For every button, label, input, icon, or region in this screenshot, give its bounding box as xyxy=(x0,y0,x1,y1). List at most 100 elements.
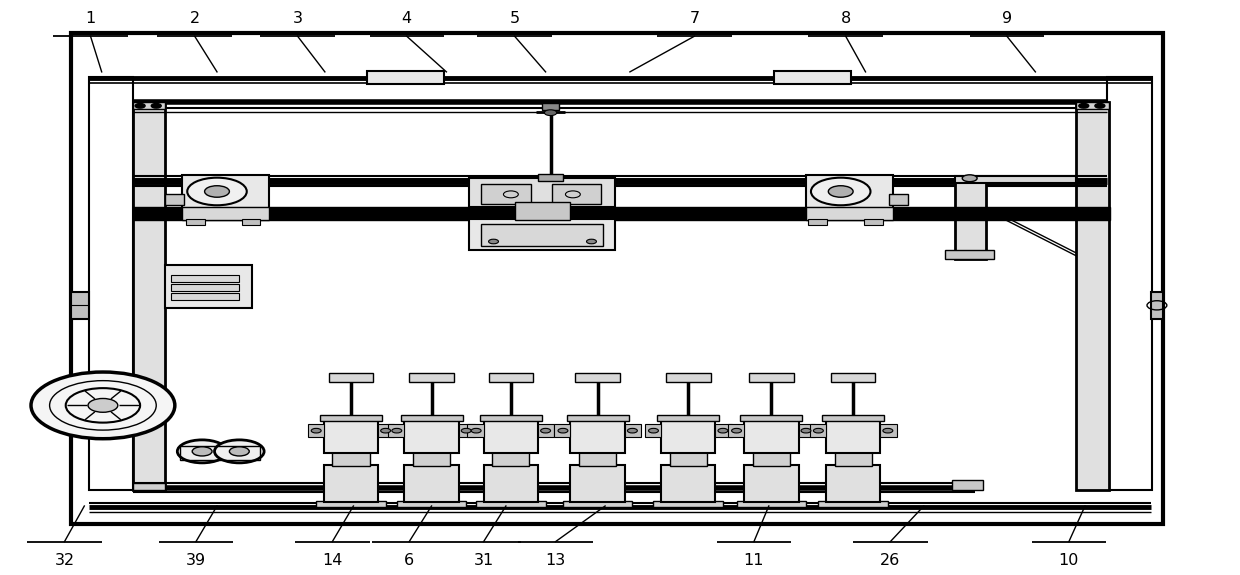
Bar xyxy=(484,418,538,453)
Circle shape xyxy=(192,447,212,456)
Bar xyxy=(826,418,880,453)
Bar xyxy=(538,424,554,437)
Bar xyxy=(661,418,715,453)
Circle shape xyxy=(544,110,557,116)
Bar xyxy=(552,184,601,204)
Bar xyxy=(818,501,888,507)
Bar xyxy=(71,33,1163,524)
Bar xyxy=(889,194,908,205)
Bar xyxy=(1107,77,1152,490)
Text: 26: 26 xyxy=(880,553,900,568)
Bar xyxy=(489,373,533,382)
Bar xyxy=(476,501,546,507)
Bar xyxy=(133,102,165,109)
Bar xyxy=(481,184,531,204)
Bar xyxy=(880,424,897,437)
Bar xyxy=(806,175,893,208)
Circle shape xyxy=(649,428,658,433)
Circle shape xyxy=(151,104,161,108)
Bar xyxy=(378,424,394,437)
Bar xyxy=(186,218,205,225)
Circle shape xyxy=(718,428,728,433)
Bar xyxy=(579,451,616,466)
Bar xyxy=(753,451,790,466)
Bar xyxy=(459,424,475,437)
Text: 10: 10 xyxy=(1059,553,1079,568)
Bar xyxy=(799,424,815,437)
Circle shape xyxy=(392,428,402,433)
Bar xyxy=(515,202,570,220)
Bar xyxy=(945,250,994,259)
Bar xyxy=(657,415,719,421)
Bar xyxy=(826,465,880,502)
Circle shape xyxy=(811,178,870,205)
Text: 4: 4 xyxy=(402,11,412,26)
Circle shape xyxy=(471,428,481,433)
Circle shape xyxy=(828,186,853,197)
Text: 6: 6 xyxy=(404,553,414,568)
Text: 8: 8 xyxy=(841,11,851,26)
Bar xyxy=(554,424,570,437)
Bar xyxy=(1151,292,1163,319)
Bar xyxy=(388,424,404,437)
Bar xyxy=(806,207,893,220)
Bar xyxy=(774,71,851,84)
Bar xyxy=(822,415,884,421)
Circle shape xyxy=(88,398,118,412)
Circle shape xyxy=(558,428,568,433)
Circle shape xyxy=(135,104,145,108)
Bar xyxy=(567,415,629,421)
Circle shape xyxy=(177,440,227,463)
Circle shape xyxy=(1079,104,1089,108)
Bar xyxy=(467,424,484,437)
Bar xyxy=(469,178,615,207)
Bar xyxy=(469,218,615,250)
Bar xyxy=(563,501,632,507)
Text: 39: 39 xyxy=(186,553,206,568)
Bar xyxy=(625,424,641,437)
Bar xyxy=(480,415,542,421)
Circle shape xyxy=(187,178,247,205)
Circle shape xyxy=(229,447,249,456)
Bar xyxy=(955,178,986,259)
Bar xyxy=(404,465,459,502)
Bar xyxy=(744,418,799,453)
Bar xyxy=(329,373,373,382)
Bar xyxy=(740,415,802,421)
Bar xyxy=(808,218,827,225)
Text: 2: 2 xyxy=(190,11,200,26)
Bar xyxy=(481,224,603,246)
Bar xyxy=(666,373,711,382)
Circle shape xyxy=(962,175,977,182)
Bar xyxy=(538,174,563,181)
Bar xyxy=(810,424,826,437)
Circle shape xyxy=(31,372,175,439)
Bar xyxy=(409,373,454,382)
Circle shape xyxy=(205,186,229,197)
Circle shape xyxy=(587,239,596,244)
Bar xyxy=(492,451,529,466)
Bar xyxy=(575,373,620,382)
Bar xyxy=(864,218,883,225)
Bar xyxy=(180,446,260,460)
Bar xyxy=(242,218,260,225)
Circle shape xyxy=(883,428,893,433)
Bar xyxy=(324,418,378,453)
Circle shape xyxy=(381,428,391,433)
Bar xyxy=(89,77,133,490)
Bar xyxy=(542,104,559,110)
Bar xyxy=(661,465,715,502)
Bar xyxy=(952,480,983,490)
Text: 13: 13 xyxy=(546,553,565,568)
Bar xyxy=(332,451,370,466)
Bar xyxy=(1076,102,1109,490)
Text: 32: 32 xyxy=(55,553,74,568)
Bar xyxy=(749,373,794,382)
Circle shape xyxy=(801,428,811,433)
Bar xyxy=(171,284,239,291)
Bar xyxy=(653,501,723,507)
Bar xyxy=(182,207,269,220)
Bar xyxy=(308,424,324,437)
Text: 7: 7 xyxy=(689,11,699,26)
Bar xyxy=(413,451,450,466)
